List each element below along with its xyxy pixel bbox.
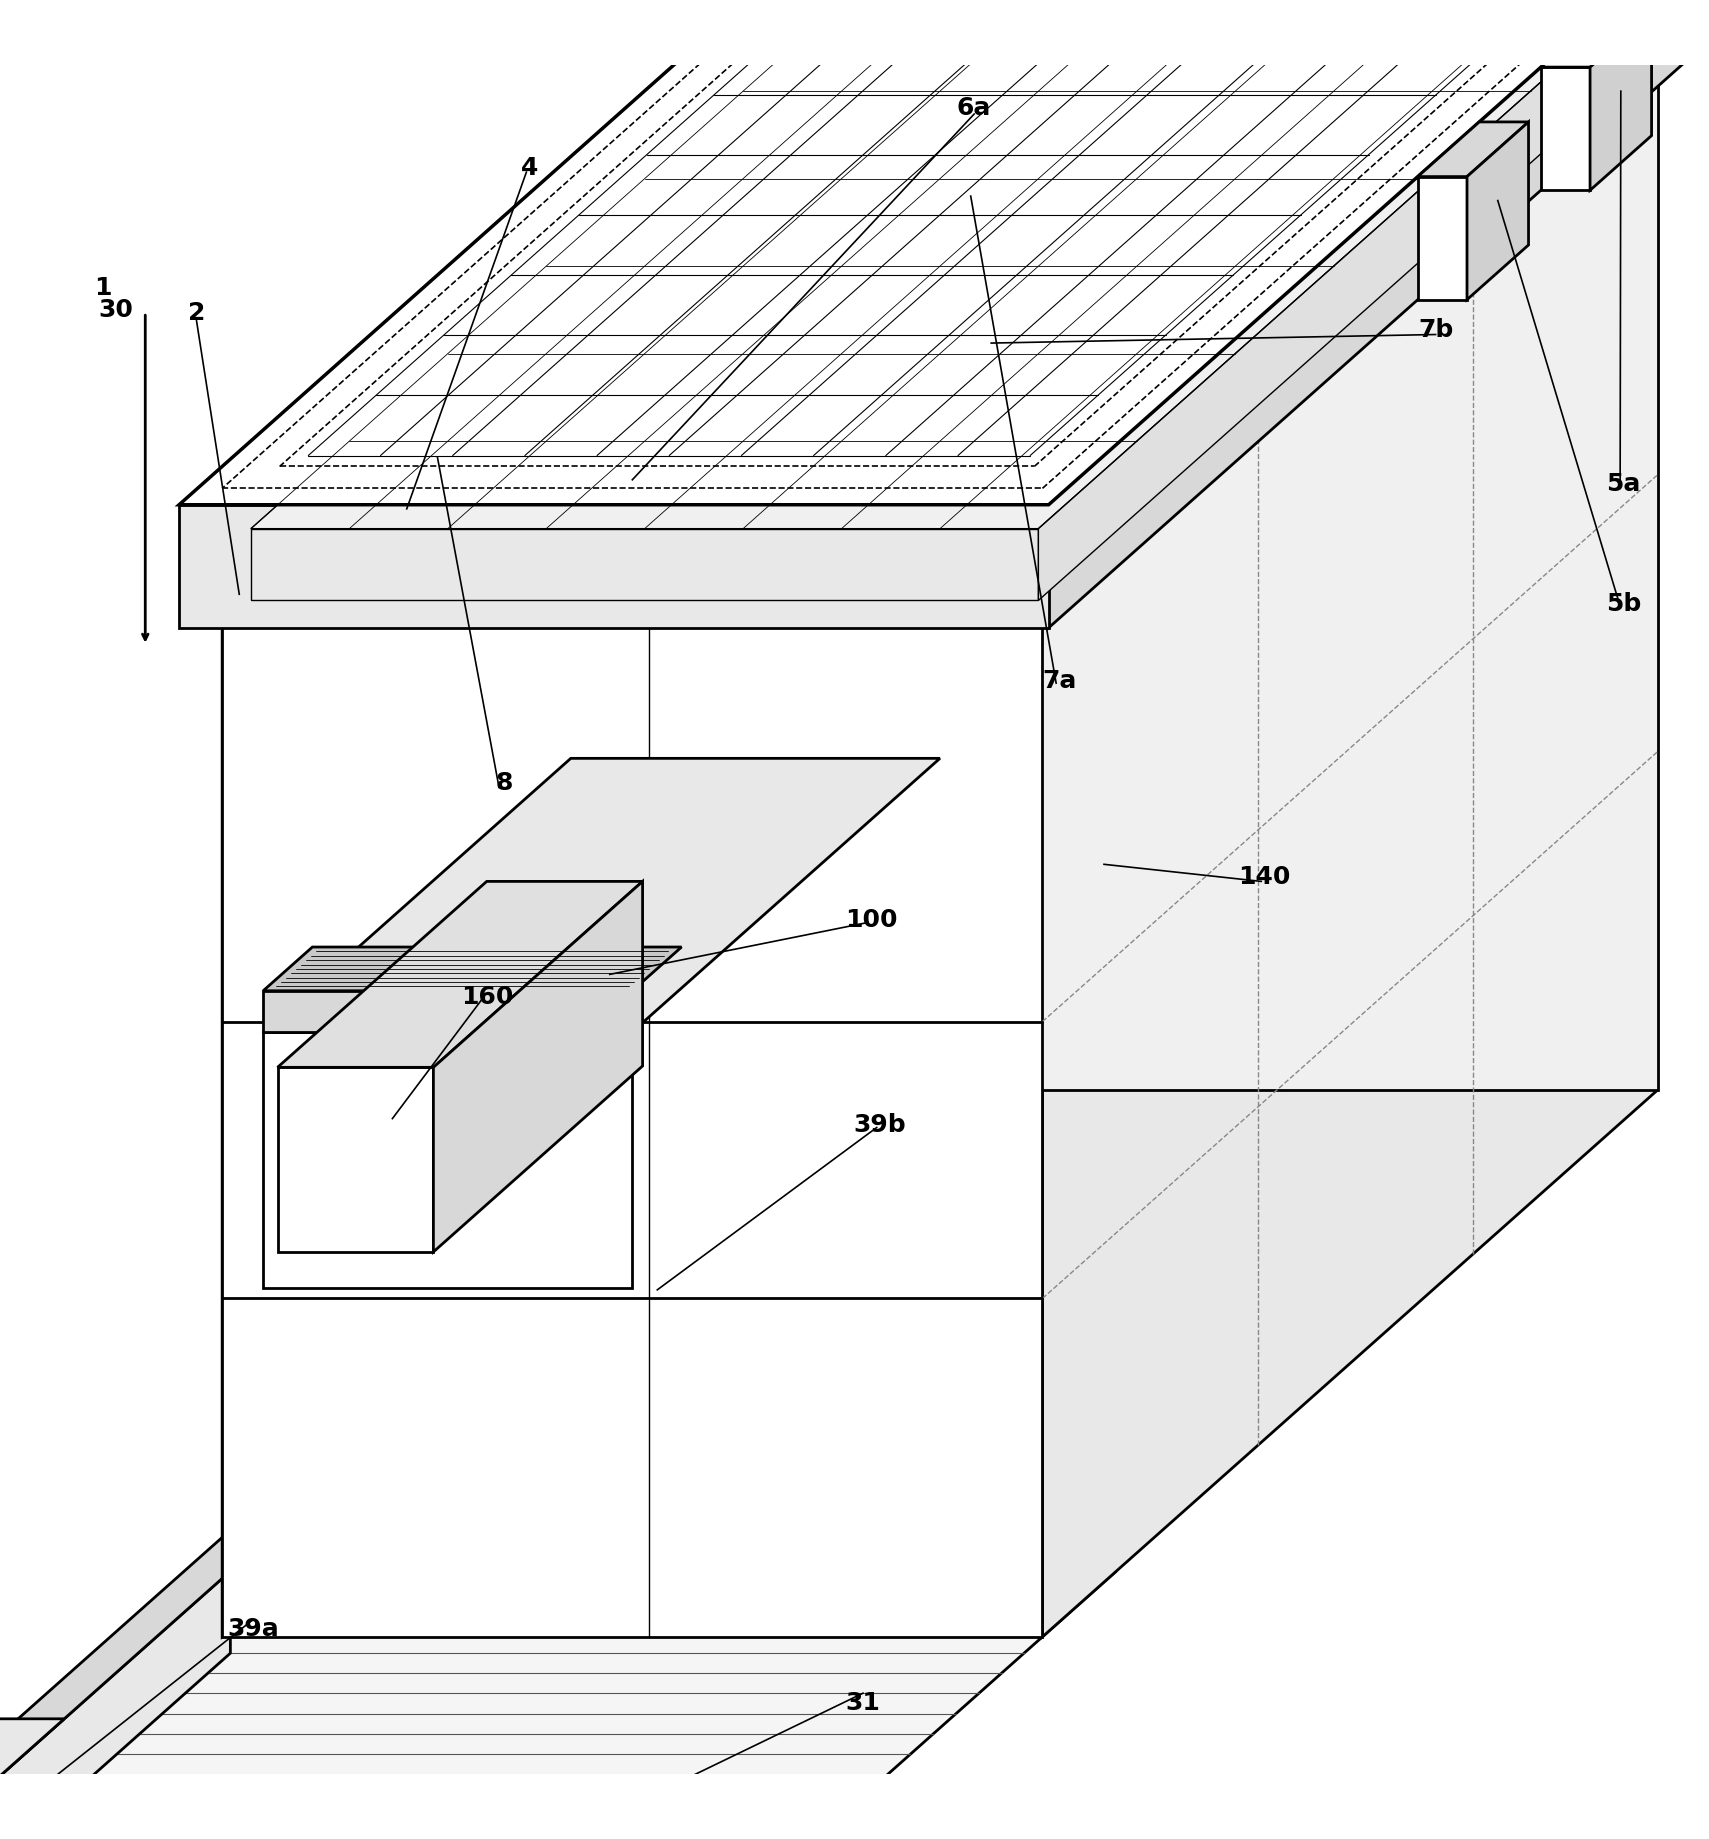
Polygon shape xyxy=(263,991,632,1032)
Polygon shape xyxy=(222,66,837,1637)
Text: 7b: 7b xyxy=(1418,318,1453,342)
Polygon shape xyxy=(1049,0,1700,629)
Polygon shape xyxy=(277,1068,434,1252)
Polygon shape xyxy=(251,6,1629,530)
Polygon shape xyxy=(0,1571,1116,1839)
Text: 4: 4 xyxy=(521,156,538,180)
Text: 7a: 7a xyxy=(1042,668,1077,691)
Polygon shape xyxy=(1042,66,1658,1637)
Polygon shape xyxy=(1542,68,1589,191)
Polygon shape xyxy=(263,1032,632,1289)
Text: 5a: 5a xyxy=(1606,473,1641,497)
Polygon shape xyxy=(1039,6,1629,601)
Text: 160: 160 xyxy=(461,984,513,1008)
Text: 140: 140 xyxy=(1239,864,1290,888)
Text: 6a: 6a xyxy=(957,96,991,120)
Polygon shape xyxy=(222,66,1658,612)
Polygon shape xyxy=(837,66,1658,1091)
Text: 1: 1 xyxy=(94,276,111,300)
Polygon shape xyxy=(1466,123,1528,300)
Polygon shape xyxy=(1589,13,1651,191)
Polygon shape xyxy=(0,1571,231,1839)
Polygon shape xyxy=(0,1800,65,1839)
Polygon shape xyxy=(251,530,1039,601)
Polygon shape xyxy=(1418,123,1528,178)
Polygon shape xyxy=(1542,13,1651,68)
Polygon shape xyxy=(0,1719,65,1839)
Polygon shape xyxy=(179,506,1049,629)
Polygon shape xyxy=(277,883,643,1068)
Text: 39a: 39a xyxy=(227,1616,279,1640)
Text: 39b: 39b xyxy=(854,1113,906,1137)
Polygon shape xyxy=(263,760,940,1032)
Polygon shape xyxy=(263,947,682,991)
Polygon shape xyxy=(434,883,643,1252)
Polygon shape xyxy=(222,612,1042,1637)
Text: 8: 8 xyxy=(496,771,513,794)
Text: 100: 100 xyxy=(846,907,897,932)
Text: 5b: 5b xyxy=(1606,592,1641,616)
Polygon shape xyxy=(0,1530,231,1839)
Text: 30: 30 xyxy=(99,298,133,322)
Polygon shape xyxy=(1418,178,1466,300)
Text: 2: 2 xyxy=(188,302,205,326)
Text: 31: 31 xyxy=(846,1690,880,1714)
Polygon shape xyxy=(179,0,1700,506)
